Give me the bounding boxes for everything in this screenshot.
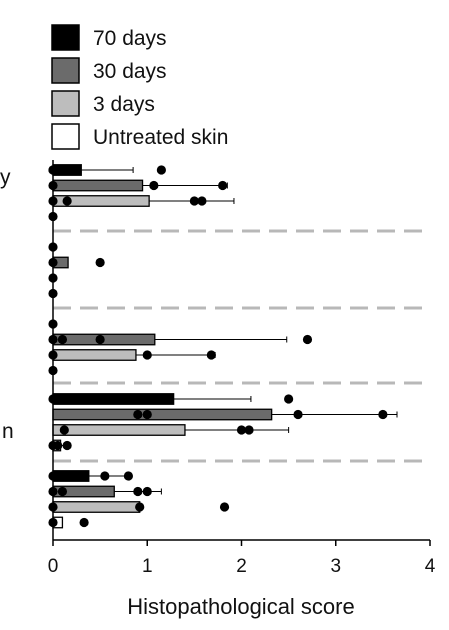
legend-label-30-days: 30 days: [93, 60, 167, 83]
bars: [52, 164, 398, 529]
group-separators: [53, 229, 430, 463]
data-point: [302, 334, 313, 345]
x-tick-label: 3: [330, 556, 341, 577]
bar-70-days: [52, 393, 175, 405]
data-point: [293, 409, 303, 420]
data-point: [218, 180, 228, 191]
data-point: [142, 350, 152, 360]
data-point: [189, 196, 199, 206]
data-point: [284, 394, 294, 404]
bar-70-days: [52, 470, 90, 482]
data-point: [59, 425, 69, 435]
data-point: [142, 409, 152, 420]
data-point: [156, 165, 166, 175]
data-point: [53, 440, 63, 451]
data-point: [236, 425, 247, 435]
x-ticks: 0 1 2 3 4: [48, 540, 436, 577]
legend-swatch-70-days: [51, 24, 80, 51]
data-point: [149, 180, 159, 191]
legend-label-untreated-skin: Untreated skin: [93, 126, 228, 149]
data-point: [57, 486, 68, 497]
legend: 70 days 30 days 3 days Untreated skin: [51, 24, 228, 150]
data-point: [57, 334, 68, 345]
bar-3-days: [52, 424, 186, 436]
data-points: [48, 165, 388, 528]
data-point: [142, 486, 152, 497]
bar-30-days: [52, 179, 144, 192]
data-point: [219, 502, 230, 512]
data-point: [197, 196, 207, 206]
data-point: [123, 471, 133, 481]
x-tick-label: 1: [142, 556, 153, 577]
data-point: [133, 409, 143, 420]
bar-3-days: [52, 349, 137, 361]
data-point: [378, 409, 388, 420]
data-point: [79, 517, 89, 528]
x-tick-label: 0: [48, 556, 59, 577]
legend-label-70-days: 70 days: [93, 27, 167, 50]
legend-swatch-30-days: [51, 57, 80, 84]
legend-swatch-3-days: [51, 90, 80, 117]
data-point: [62, 196, 72, 206]
data-point: [95, 334, 105, 345]
data-point: [135, 502, 145, 512]
bar-30-days: [52, 408, 273, 421]
x-tick-label: 4: [425, 556, 436, 577]
legend-label-3-days: 3 days: [93, 93, 155, 116]
data-point: [62, 440, 72, 451]
x-axis-label: Histopathological score: [127, 594, 354, 619]
side-label-n: n: [2, 420, 14, 443]
data-point: [206, 350, 216, 360]
side-label-y: y: [0, 166, 11, 189]
data-point: [244, 425, 254, 435]
bar-3-days: [52, 501, 141, 513]
legend-swatch-untreated-skin: [51, 123, 80, 150]
data-point: [133, 486, 143, 497]
data-point: [100, 471, 110, 481]
data-point: [95, 257, 105, 268]
x-tick-label: 2: [236, 556, 247, 577]
